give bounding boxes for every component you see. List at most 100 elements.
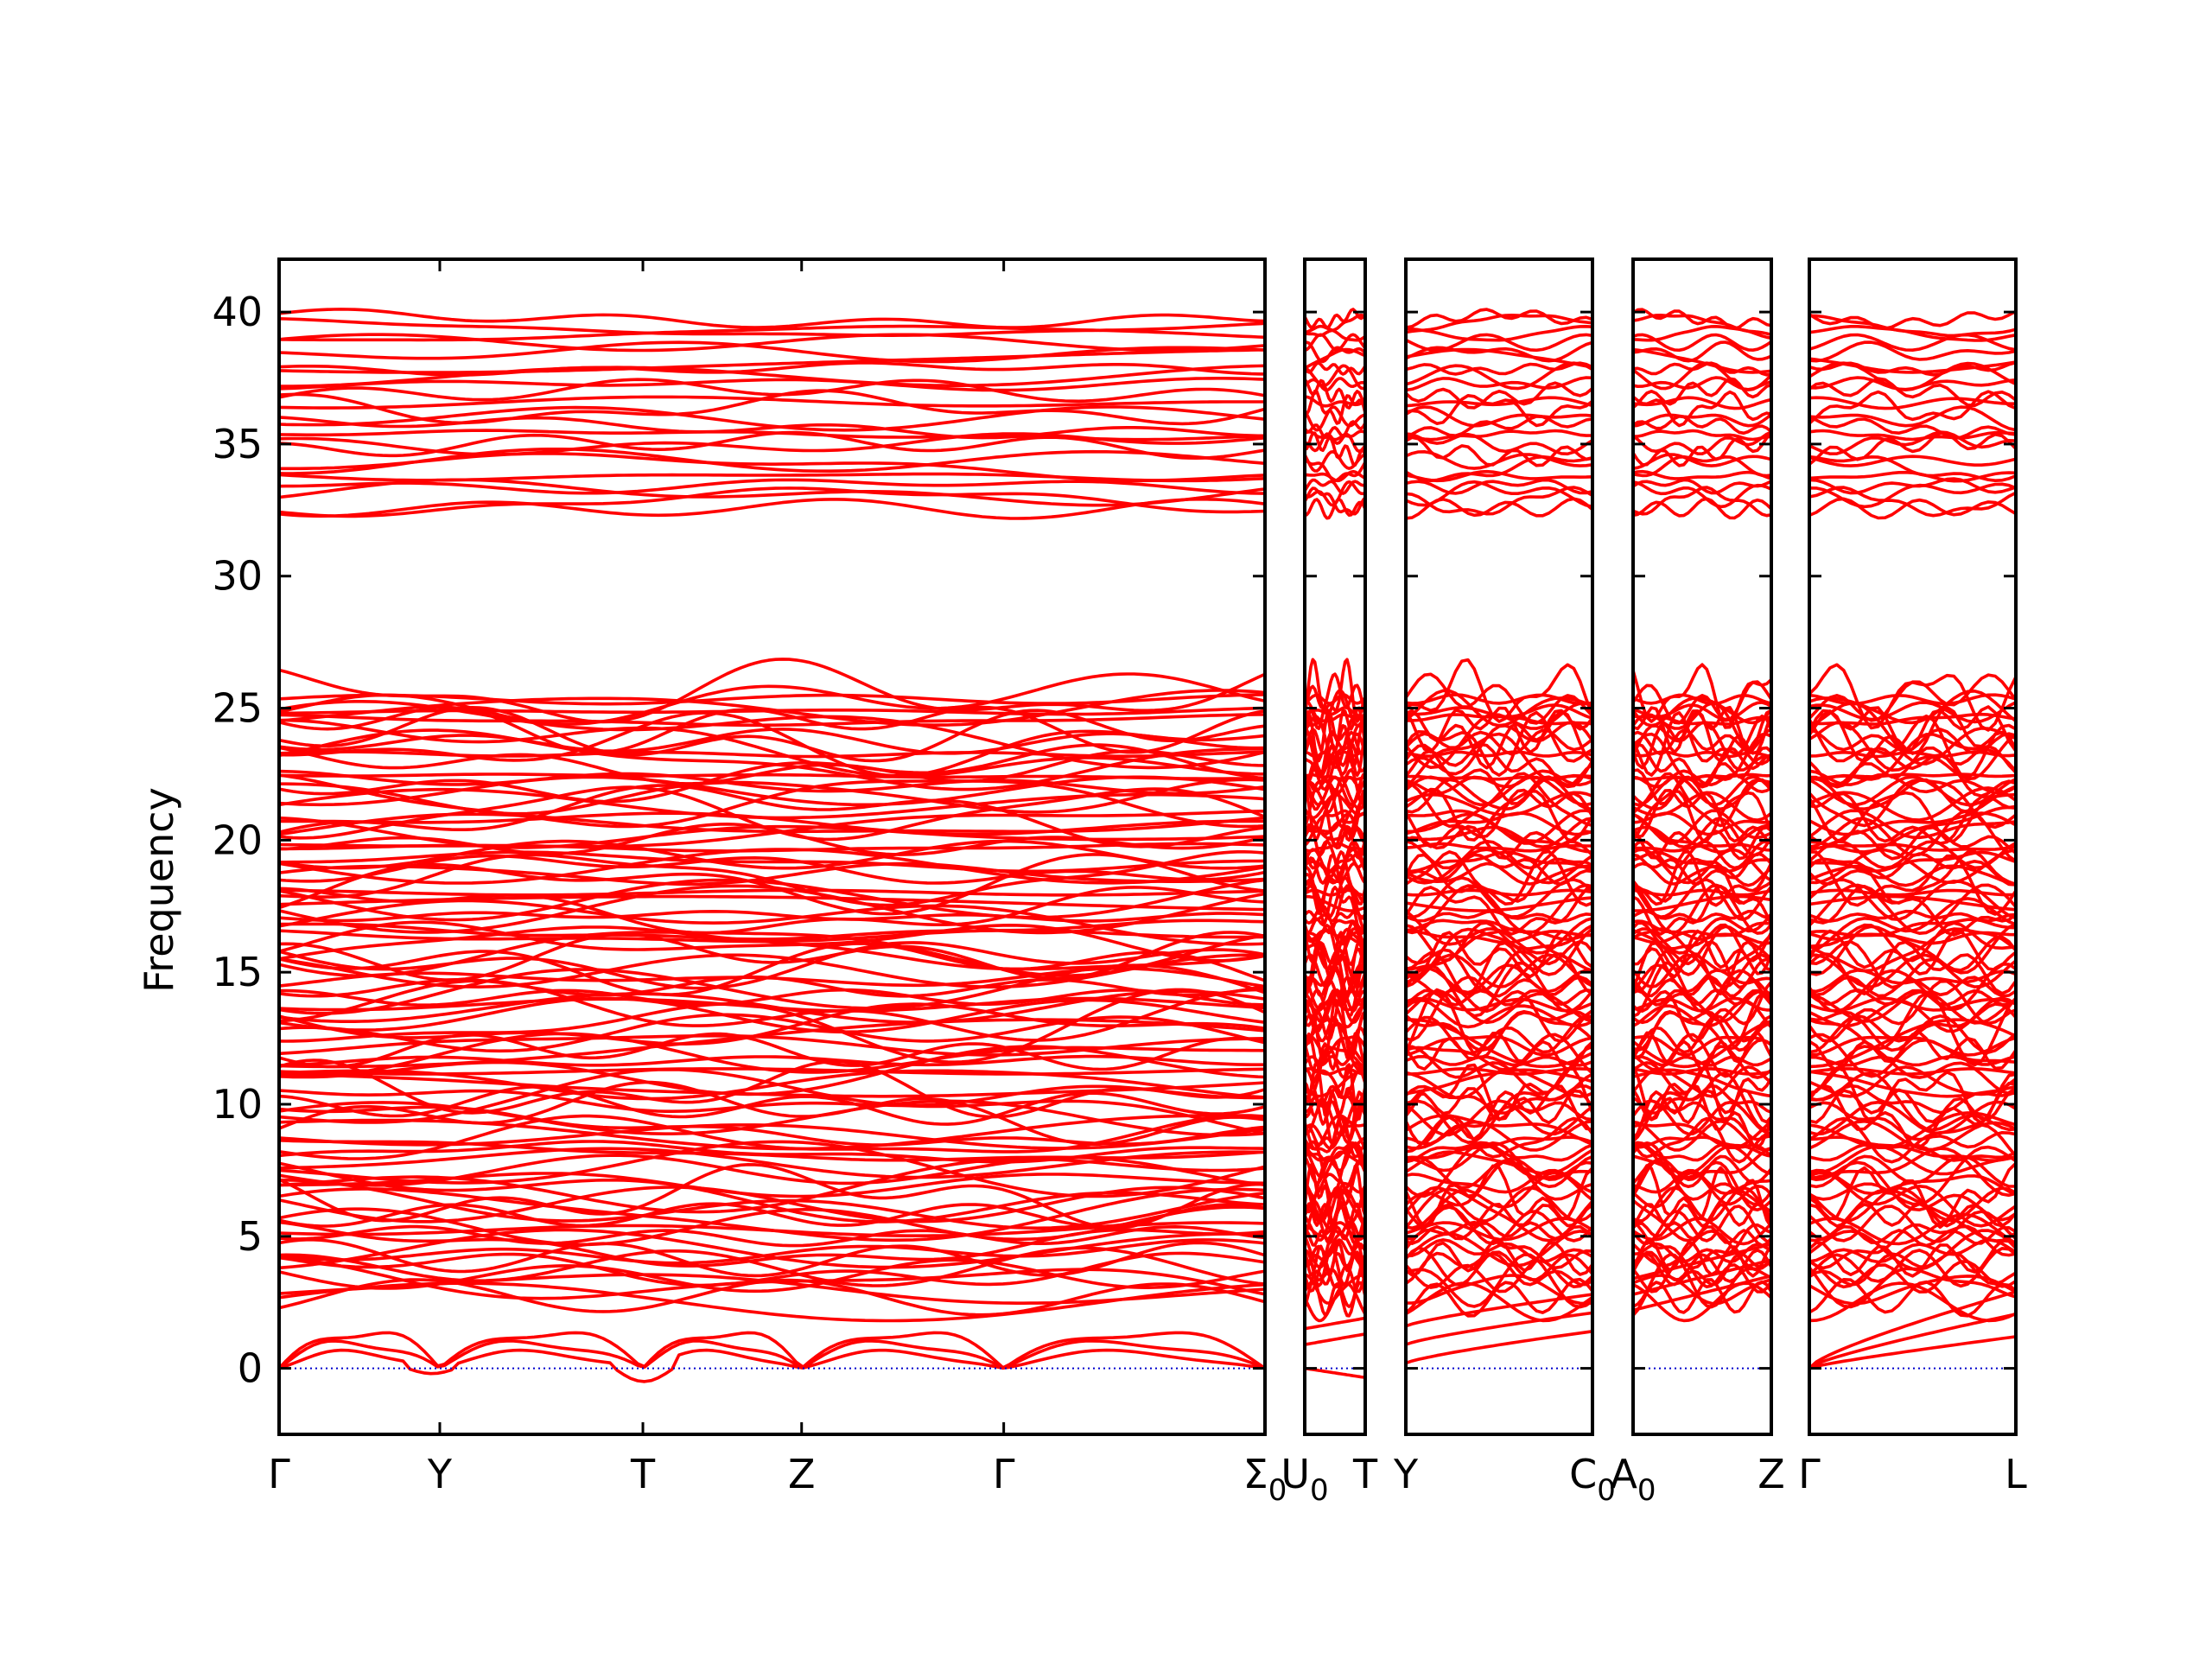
band-line xyxy=(279,430,1265,460)
band-line xyxy=(1305,1258,1365,1294)
band-line xyxy=(279,672,1265,726)
band-line xyxy=(1633,789,1771,842)
band-line xyxy=(279,389,1265,426)
band-line xyxy=(1633,347,1771,374)
band-line xyxy=(1809,894,2016,912)
band-line xyxy=(1305,1232,1365,1269)
acoustic-band-line xyxy=(1809,1290,2016,1370)
y-tick-label: 40 xyxy=(212,289,263,335)
band-line xyxy=(279,910,1265,923)
band-line xyxy=(1809,1066,2016,1125)
band-line xyxy=(1305,693,1365,705)
band-line xyxy=(1633,921,1771,963)
band-line xyxy=(1406,432,1592,456)
acoustic-band-line xyxy=(1305,1316,1365,1331)
band-panel-3 xyxy=(1633,308,1771,1323)
band-line xyxy=(1305,324,1365,342)
band-line xyxy=(279,1080,1265,1146)
band-line xyxy=(1305,314,1365,337)
band-line xyxy=(1809,1100,2016,1136)
band-line xyxy=(1305,478,1365,495)
band-line xyxy=(1406,308,1592,329)
band-line xyxy=(1809,405,2016,432)
x-tick-label: U0 xyxy=(1281,1451,1328,1508)
band-line xyxy=(1809,477,2016,495)
band-line xyxy=(1406,478,1592,495)
band-line xyxy=(1406,1253,1592,1309)
band-line xyxy=(1406,909,1592,955)
band-line xyxy=(1809,690,2016,725)
band-line xyxy=(279,967,1265,988)
band-line xyxy=(1809,1239,2016,1278)
band-line xyxy=(279,931,1265,978)
band-line xyxy=(1633,849,1771,907)
band-line xyxy=(1305,480,1365,507)
band-line xyxy=(279,340,1265,364)
band-line xyxy=(1809,809,2016,840)
panel-frame xyxy=(1631,257,1773,1436)
panel-frame xyxy=(1808,257,2018,1436)
band-line xyxy=(279,1018,1265,1069)
x-tick-label: Z xyxy=(788,1451,816,1497)
band-line xyxy=(1809,340,2016,363)
band-line xyxy=(1809,1188,2016,1243)
band-line xyxy=(279,769,1265,796)
panel-frame xyxy=(1303,257,1367,1436)
band-line xyxy=(1633,1202,1771,1228)
band-line xyxy=(279,1147,1265,1179)
band-line xyxy=(279,1238,1265,1265)
band-line xyxy=(1406,975,1592,998)
band-line xyxy=(279,486,1265,518)
band-line xyxy=(279,878,1265,922)
band-line xyxy=(1406,340,1592,363)
y-tick-label: 5 xyxy=(238,1213,263,1260)
band-line xyxy=(1305,1136,1365,1162)
band-line xyxy=(1633,390,1771,428)
acoustic-band-line xyxy=(1633,1243,1771,1281)
band-line xyxy=(1305,429,1365,442)
band-line xyxy=(1633,1135,1771,1158)
band-line xyxy=(1809,850,2016,873)
band-line xyxy=(1633,376,1771,391)
band-line xyxy=(279,1068,1265,1135)
band-line xyxy=(1305,886,1365,936)
band-line xyxy=(1809,1065,2016,1098)
band-line xyxy=(1406,1246,1592,1287)
band-line xyxy=(279,888,1265,897)
band-line xyxy=(1305,976,1365,998)
band-line xyxy=(279,498,1265,520)
band-line xyxy=(1809,1205,2016,1243)
band-line xyxy=(1305,723,1365,779)
band-line xyxy=(1633,1141,1771,1206)
band-line xyxy=(1809,840,2016,870)
band-line xyxy=(279,1224,1265,1248)
band-line xyxy=(1633,415,1771,435)
band-line xyxy=(1305,364,1365,391)
x-tick-label: L xyxy=(2005,1451,2027,1497)
band-line xyxy=(1406,1067,1592,1076)
x-tick-label: T xyxy=(630,1451,656,1497)
band-line xyxy=(1406,1114,1592,1159)
band-line xyxy=(1305,456,1365,483)
band-line xyxy=(1809,454,2016,482)
band-line xyxy=(279,377,1265,392)
band-line xyxy=(279,996,1265,1013)
y-tick-label: 30 xyxy=(212,553,263,600)
band-line xyxy=(1633,809,1771,845)
band-line xyxy=(1406,333,1592,353)
band-line xyxy=(1809,746,2016,798)
band-line xyxy=(279,478,1265,495)
band-line xyxy=(279,1099,1265,1137)
band-line xyxy=(1305,1067,1365,1101)
band-line xyxy=(1305,1041,1365,1074)
band-line xyxy=(1305,1067,1365,1076)
band-line xyxy=(279,1033,1265,1057)
acoustic-band-line xyxy=(1633,1258,1771,1296)
band-line xyxy=(1633,478,1771,495)
band-line xyxy=(1633,412,1771,428)
band-line xyxy=(1633,888,1771,897)
band-line xyxy=(1633,1116,1771,1164)
acoustic-band-line xyxy=(1406,1293,1592,1328)
band-line xyxy=(1406,325,1592,342)
